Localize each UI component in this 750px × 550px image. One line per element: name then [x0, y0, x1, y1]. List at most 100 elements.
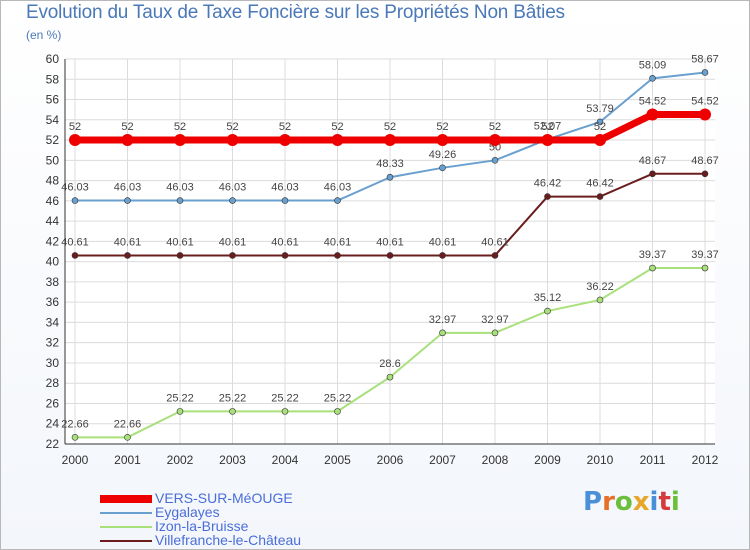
data-label: 52: [541, 121, 553, 133]
data-label: 25.22: [166, 392, 194, 404]
data-label: 40.61: [114, 236, 142, 248]
data-point: [439, 164, 446, 172]
data-label: 39.37: [639, 249, 667, 261]
legend-swatch: [100, 526, 152, 528]
legend-swatch: [100, 495, 152, 503]
data-point: [174, 134, 186, 147]
x-tick-label: 2009: [534, 453, 561, 467]
data-point: [596, 193, 604, 200]
y-tick-label: 48: [46, 174, 60, 188]
data-label: 32.97: [429, 314, 457, 326]
data-label: 48.33: [376, 158, 404, 170]
legend-swatch: [100, 512, 152, 514]
data-point: [229, 252, 236, 259]
data-label: 52: [436, 121, 448, 133]
y-tick-label: 54: [46, 113, 60, 127]
y-tick-label: 32: [46, 336, 60, 350]
data-label: 54.52: [639, 96, 667, 108]
data-point: [596, 296, 604, 304]
data-point: [439, 329, 446, 337]
data-label: 40.61: [166, 236, 194, 248]
data-label: 25.22: [324, 392, 352, 404]
y-tick-label: 44: [46, 214, 60, 228]
data-point: [491, 329, 499, 337]
data-label: 46.42: [534, 178, 562, 190]
data-label: 25.22: [219, 392, 247, 404]
y-tick-label: 42: [46, 234, 60, 248]
data-label: 35.12: [534, 292, 562, 304]
data-point: [701, 170, 709, 178]
data-point: [489, 134, 501, 147]
data-point: [646, 108, 659, 121]
x-tick-label: 2005: [324, 453, 351, 467]
data-point: [701, 69, 709, 76]
data-label: 52: [174, 121, 186, 133]
data-label: 58.67: [691, 53, 719, 65]
data-point: [649, 75, 656, 82]
line-chart: 22 24 26 28 30 32 34 36 38 40 42 44 46 48 50 52 54 56 58 60…: [46, 52, 719, 467]
x-tick-label: 2012: [692, 453, 719, 467]
data-point: [544, 193, 551, 200]
legend-label: VERS-SUR-MéOUGE: [155, 490, 293, 506]
data-label: 22.66: [61, 418, 89, 430]
data-point: [544, 307, 551, 315]
logo-letter: t: [658, 487, 671, 517]
x-tick-label: 2000: [62, 453, 89, 467]
data-label: 48.67: [691, 155, 719, 167]
data-label: 52: [489, 121, 501, 133]
data-label: 39.37: [691, 249, 719, 261]
y-tick-label: 56: [46, 93, 60, 107]
data-label: 52: [594, 121, 606, 133]
logo-letter: x: [632, 487, 650, 517]
data-point: [71, 252, 79, 259]
data-point: [699, 108, 711, 121]
data-point: [229, 197, 236, 204]
data-label: 28.6: [379, 358, 400, 370]
data-point: [124, 434, 131, 441]
y-tick-label: 38: [46, 275, 60, 289]
y-tick-label: 36: [46, 295, 60, 309]
data-point: [596, 118, 604, 126]
data-point: [384, 134, 396, 147]
y-tick-label: 30: [46, 356, 60, 370]
data-label: 40.61: [219, 236, 247, 248]
data-label: 52: [226, 121, 238, 133]
x-tick-label: 2003: [219, 453, 246, 467]
data-label: 46.42: [586, 178, 614, 190]
data-label: 25.22: [271, 392, 299, 404]
data-point: [649, 264, 656, 272]
y-tick-label: 40: [46, 255, 60, 269]
data-point: [491, 157, 499, 164]
data-point: [701, 264, 709, 272]
data-point: [69, 134, 81, 147]
data-point: [541, 134, 554, 147]
chart-title: Evolution du Taux de Taxe Foncière sur l…: [26, 2, 565, 23]
x-tick-label: 2008: [482, 453, 509, 467]
logo-letter: P: [583, 487, 603, 517]
data-point: [281, 197, 289, 204]
data-label: 54.52: [691, 96, 719, 108]
data-label: 46.03: [324, 182, 352, 194]
logo-letter: o: [614, 487, 633, 517]
data-point: [121, 134, 134, 147]
chart-subtitle: (en %): [26, 28, 62, 42]
x-tick-label: 2007: [429, 453, 456, 467]
data-label: 52: [69, 121, 81, 133]
data-point: [176, 408, 184, 415]
logo-letter: i: [649, 487, 659, 517]
y-tick-label: 46: [46, 194, 60, 208]
legend-label: Villefranche-le-Château: [155, 532, 302, 548]
data-point: [226, 134, 239, 147]
data-label: 49.26: [429, 149, 457, 161]
x-tick-label: 2004: [272, 453, 299, 467]
x-tick-label: 2002: [167, 453, 194, 467]
x-tick-label: 2006: [377, 453, 404, 467]
y-tick-label: 24: [46, 417, 60, 431]
data-point: [649, 170, 656, 178]
y-tick-label: 22: [46, 437, 60, 451]
data-label: 52.07: [534, 120, 562, 132]
data-point: [386, 252, 394, 259]
legend-label: Eygalayes: [155, 504, 220, 520]
data-label: 40.61: [324, 236, 352, 248]
data-label: 52: [121, 121, 133, 133]
